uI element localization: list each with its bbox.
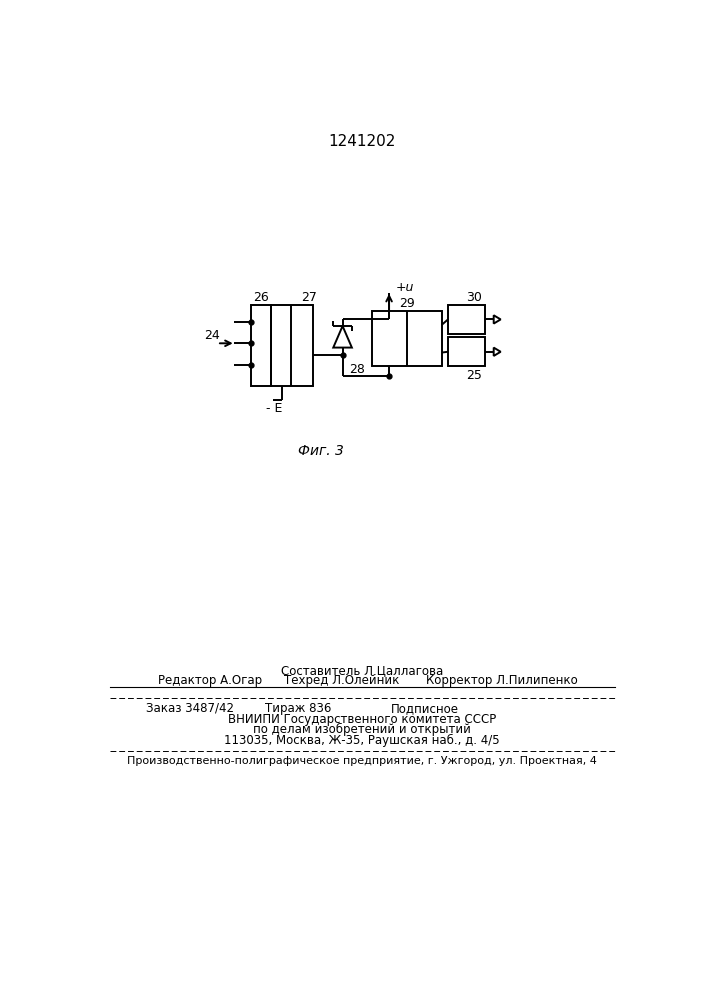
Text: Фиг. 3: Фиг. 3: [298, 444, 344, 458]
Text: Редактор А.Огар: Редактор А.Огар: [158, 674, 262, 687]
Text: 1241202: 1241202: [328, 134, 396, 149]
Text: Составитель Л.Цаллагова: Составитель Л.Цаллагова: [281, 664, 443, 677]
Text: Подписное: Подписное: [391, 702, 459, 715]
Text: - E: - E: [267, 402, 283, 415]
Text: Корректор Л.Пилипенко: Корректор Л.Пилипенко: [426, 674, 577, 687]
Text: ВНИИПИ Государственного комитета СССР: ВНИИПИ Государственного комитета СССР: [228, 713, 496, 726]
Bar: [372, 311, 442, 366]
Text: Производственно-полиграфическое предприятие, г. Ужгород, ул. Проектная, 4: Производственно-полиграфическое предприя…: [127, 756, 597, 766]
Text: по делам изобретений и открытий: по делам изобретений и открытий: [253, 723, 471, 736]
Text: 28: 28: [349, 363, 365, 376]
Text: 30: 30: [467, 291, 482, 304]
Text: +u: +u: [395, 281, 414, 294]
Text: Заказ 3487/42: Заказ 3487/42: [146, 702, 235, 715]
Text: 113035, Москва, Ж-35, Раушская наб., д. 4/5: 113035, Москва, Ж-35, Раушская наб., д. …: [224, 734, 500, 747]
Text: 25: 25: [467, 369, 482, 382]
Text: Тираж 836: Тираж 836: [265, 702, 332, 715]
Bar: [251, 305, 271, 386]
Text: 26: 26: [253, 291, 269, 304]
Bar: [448, 337, 485, 366]
Text: 27: 27: [300, 291, 317, 304]
Bar: [448, 305, 485, 334]
Text: Техред Л.Олейник: Техред Л.Олейник: [284, 674, 399, 687]
Text: 29: 29: [399, 297, 415, 310]
Text: 24: 24: [204, 329, 221, 342]
Bar: [271, 305, 313, 386]
